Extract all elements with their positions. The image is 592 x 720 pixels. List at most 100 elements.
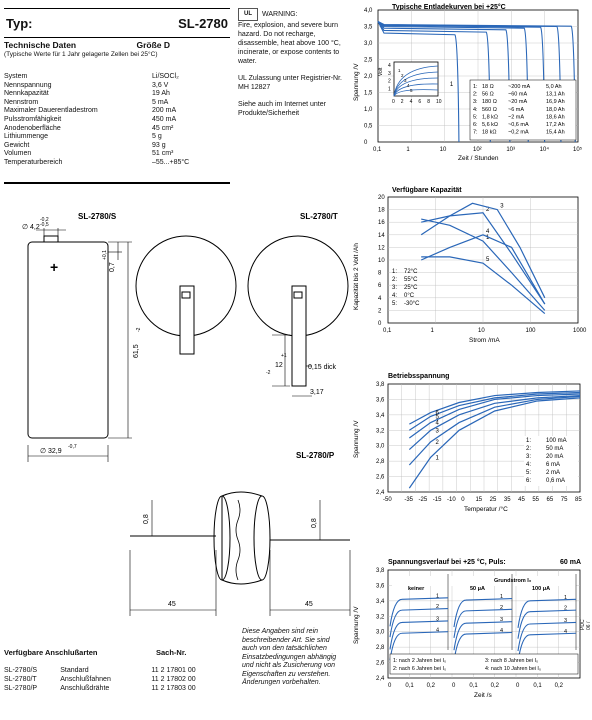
spec-key: Anodenoberfläche xyxy=(4,124,61,132)
chart2-xtick: 0,1 xyxy=(383,328,392,334)
chart1-ytick: 3,0 xyxy=(364,41,373,47)
chart1-legend-c: 16,9 Ah xyxy=(546,99,565,105)
chart1-legend-n: 1: xyxy=(473,84,478,90)
chart3-xtick: -35 xyxy=(404,497,413,503)
chart1-xtick: 10⁵ xyxy=(573,146,583,153)
chart4-xlabel: Zeit /s xyxy=(474,692,492,699)
chart2-legend-n: 3: xyxy=(392,285,397,291)
connection-desc: Standard xyxy=(60,667,89,674)
spec-size: Größe D xyxy=(136,40,170,50)
chart1-legend-n: 6: xyxy=(473,122,478,128)
chart3-ytick: 3,8 xyxy=(376,382,385,388)
chart2-legend-n: 4: xyxy=(392,293,397,299)
chart2-ytick: 16 xyxy=(378,220,385,226)
chart4-series-label: 3 xyxy=(436,616,439,622)
chart3-title: Betriebsspannung xyxy=(388,373,449,380)
chart4-ytick: 3,2 xyxy=(376,614,385,620)
chart1-legend-n: 5: xyxy=(473,114,478,120)
chart4-ytick: 3,4 xyxy=(376,599,385,605)
document-ref: PDC 06 / 0e xyxy=(580,619,592,630)
cell-t-front xyxy=(135,235,237,355)
dim-tab-tol-up: +1 xyxy=(281,353,287,359)
chart3-legend-n: 5: xyxy=(526,470,531,476)
chart1-xtick: 0,1 xyxy=(373,147,382,153)
connection-desc: Anschlußdrähte xyxy=(60,685,110,692)
chart4-pulse: 60 mA xyxy=(560,559,581,566)
chart2-ytick: 12 xyxy=(378,245,385,251)
chart4-panel-label: 100 μA xyxy=(532,586,550,592)
chart3-series-1 xyxy=(408,397,581,489)
chart1-legend-c: 5,0 Ah xyxy=(546,84,562,90)
chart1-ytick: 2,0 xyxy=(364,74,373,80)
chart3-series-label: 5 xyxy=(436,414,440,420)
connection-type: SL-2780/T xyxy=(4,676,37,683)
chart1-xtick: 10 xyxy=(440,147,447,153)
chart3-series-label: 2 xyxy=(436,440,440,446)
chart4-series-1 xyxy=(517,598,577,628)
chart4-ytick: 3,8 xyxy=(376,568,385,574)
dim-top-tol-up: -0,2 xyxy=(40,217,49,223)
connections-nr-title: Sach-Nr. xyxy=(156,648,187,657)
chart2-ytick: 2 xyxy=(378,308,382,314)
chart4-ylabel: Spannung /V xyxy=(353,606,360,644)
spec-table: System Li/SOCl₂ Nennspannung 3,6 V Nennkapaz… xyxy=(4,73,230,168)
spec-row: Temperaturbereich –55...+85°C xyxy=(4,159,230,168)
chart3-ytick: 2,6 xyxy=(376,475,385,481)
chart3-ytick: 2,4 xyxy=(376,490,385,496)
chart2-ytick: 18 xyxy=(378,208,385,214)
spec-subtitle: (Typische Werte für 1 Jahr gelagerte Zel… xyxy=(4,51,158,58)
chart4-legend xyxy=(389,653,579,675)
spec-value: 93 g xyxy=(152,141,166,149)
dim-height-tol: -2 xyxy=(136,327,142,332)
chart4-series-label: 4 xyxy=(436,627,439,633)
chart2-legend-t: 72°C xyxy=(404,269,418,275)
spec-row: Nennspannung 3,6 V xyxy=(4,82,230,91)
technical-drawings: SL-2780/S + ∅ 4,2 -0,2 -0,5 0,7 +0,1 61,… xyxy=(22,212,351,616)
warning-body: Fire, explosion, and severe burn hazard.… xyxy=(238,22,341,65)
chart4-series-3 xyxy=(389,620,449,650)
chart4-series-label: 1 xyxy=(564,595,567,601)
chart1-series-1 xyxy=(377,21,460,143)
chart4-series-label: 3 xyxy=(564,618,567,624)
dim-top-symbol: ∅ xyxy=(22,224,28,231)
chart2-series-label: 1 xyxy=(486,235,490,241)
chart3-xtick: 65 xyxy=(547,497,554,503)
chart2-ylabel: Kapazität bis 2 Volt /Ah xyxy=(353,243,360,310)
drawing-p-label: SL-2780/P xyxy=(296,451,335,460)
chart1-legend-i: ~200 mA xyxy=(508,84,530,90)
chart1-legend-r: 5,6 kΩ xyxy=(482,122,498,128)
chart4-legend-item: 1: nach 2 Jahren bei I₀ xyxy=(393,658,446,664)
chart2-legend-n: 2: xyxy=(392,277,397,283)
chart1-legend-i: ~60 mA xyxy=(508,92,527,98)
chart4-series-2 xyxy=(389,608,449,638)
chart2-series-3 xyxy=(420,202,546,299)
chart1-ytick: 1,5 xyxy=(364,91,373,97)
drawing-t-label: SL-2780/T xyxy=(300,212,338,221)
chart2-xtick: 1000 xyxy=(573,328,587,334)
chart4-series-label: 2 xyxy=(564,606,567,612)
spec-key: Pulsstromfähigkeit xyxy=(4,115,62,123)
chart3-xtick: 15 xyxy=(475,497,482,503)
chart3-legend-n: 4: xyxy=(526,462,531,468)
chart1-xtick: 10⁴ xyxy=(540,146,550,153)
chart3-legend-i: 2 mA xyxy=(546,470,560,476)
cell-p-side xyxy=(130,491,350,585)
chart4-legend-item: 4: nach 10 Jahren bei I₀ xyxy=(485,666,541,672)
chart2-series-2 xyxy=(421,212,546,305)
connection-nr: 11 2 17803 00 xyxy=(151,685,196,692)
type-label: Typ: xyxy=(6,15,33,31)
dim-07-tol: +0,1 xyxy=(102,250,108,260)
chart2-xtick: 100 xyxy=(526,328,537,334)
chart1-ylabel: Spannung /V xyxy=(353,63,360,101)
charts-column: Typische Entladekurven bei +25°C0,1 1 10 10… xyxy=(353,3,587,699)
chart4-series-label: 1 xyxy=(500,594,503,600)
chart3-legend-n: 1: xyxy=(526,438,531,444)
chart4-xtick: 0,1 xyxy=(405,683,414,689)
chart3-series-2 xyxy=(408,395,581,466)
chart3-legend-i: 20 mA xyxy=(546,454,563,460)
chart4-legend-item: 3: nach 8 Jahren bei I₀ xyxy=(485,658,538,664)
chart1-inset-label: 3 xyxy=(404,78,407,83)
spec-row: System Li/SOCl₂ xyxy=(4,73,230,82)
chart4-series-3 xyxy=(453,621,513,651)
dim-wire-dia-left: 0,8 xyxy=(143,514,150,524)
